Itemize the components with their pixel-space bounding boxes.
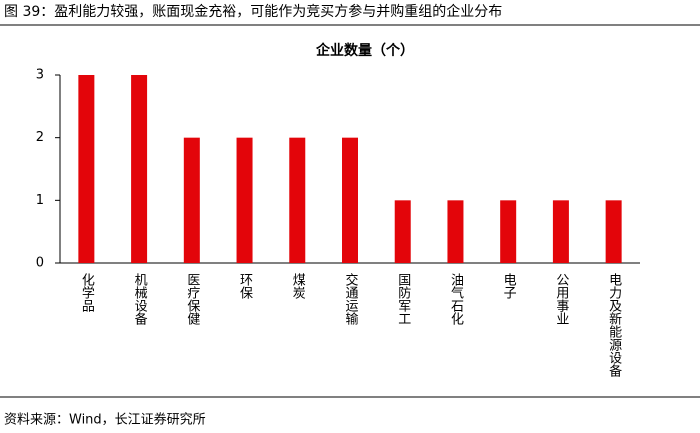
y-tick-label: 0 bbox=[36, 256, 44, 271]
bar bbox=[289, 137, 306, 263]
x-tick-label: 国防军工 bbox=[395, 273, 411, 325]
x-tick-label: 电力及新能源设备 bbox=[606, 273, 622, 378]
bar bbox=[131, 75, 148, 263]
y-tick-label: 3 bbox=[36, 68, 44, 83]
bar bbox=[447, 200, 464, 263]
bar bbox=[605, 200, 622, 263]
bar bbox=[183, 137, 200, 263]
x-tick-label: 煤炭 bbox=[290, 273, 306, 300]
x-tick-label: 油气石化 bbox=[448, 273, 464, 326]
bar bbox=[394, 200, 411, 263]
bar bbox=[500, 200, 517, 263]
y-tick-label: 1 bbox=[36, 193, 44, 208]
bar bbox=[236, 137, 253, 263]
bar bbox=[78, 75, 95, 263]
x-tick-label: 化学品 bbox=[79, 273, 95, 312]
x-tick-label: 交通运输 bbox=[343, 272, 359, 325]
figure-caption: 图 39：盈利能力较强，账面现金充裕，可能作为竞买方参与并购重组的企业分布 bbox=[4, 3, 502, 20]
bar bbox=[552, 200, 569, 263]
bar bbox=[342, 137, 358, 263]
x-tick-label: 医疗保健 bbox=[184, 273, 200, 326]
x-tick-label: 公用事业 bbox=[553, 273, 569, 325]
y-tick-label: 2 bbox=[36, 130, 44, 145]
x-tick-label: 环保 bbox=[237, 273, 253, 299]
chart-title: 企业数量（个） bbox=[315, 42, 414, 59]
source: 资料来源：Wind，长江证券研究所 bbox=[4, 412, 206, 428]
x-tick-label: 电子 bbox=[501, 273, 517, 299]
x-tick-label: 机械设备 bbox=[132, 273, 148, 326]
